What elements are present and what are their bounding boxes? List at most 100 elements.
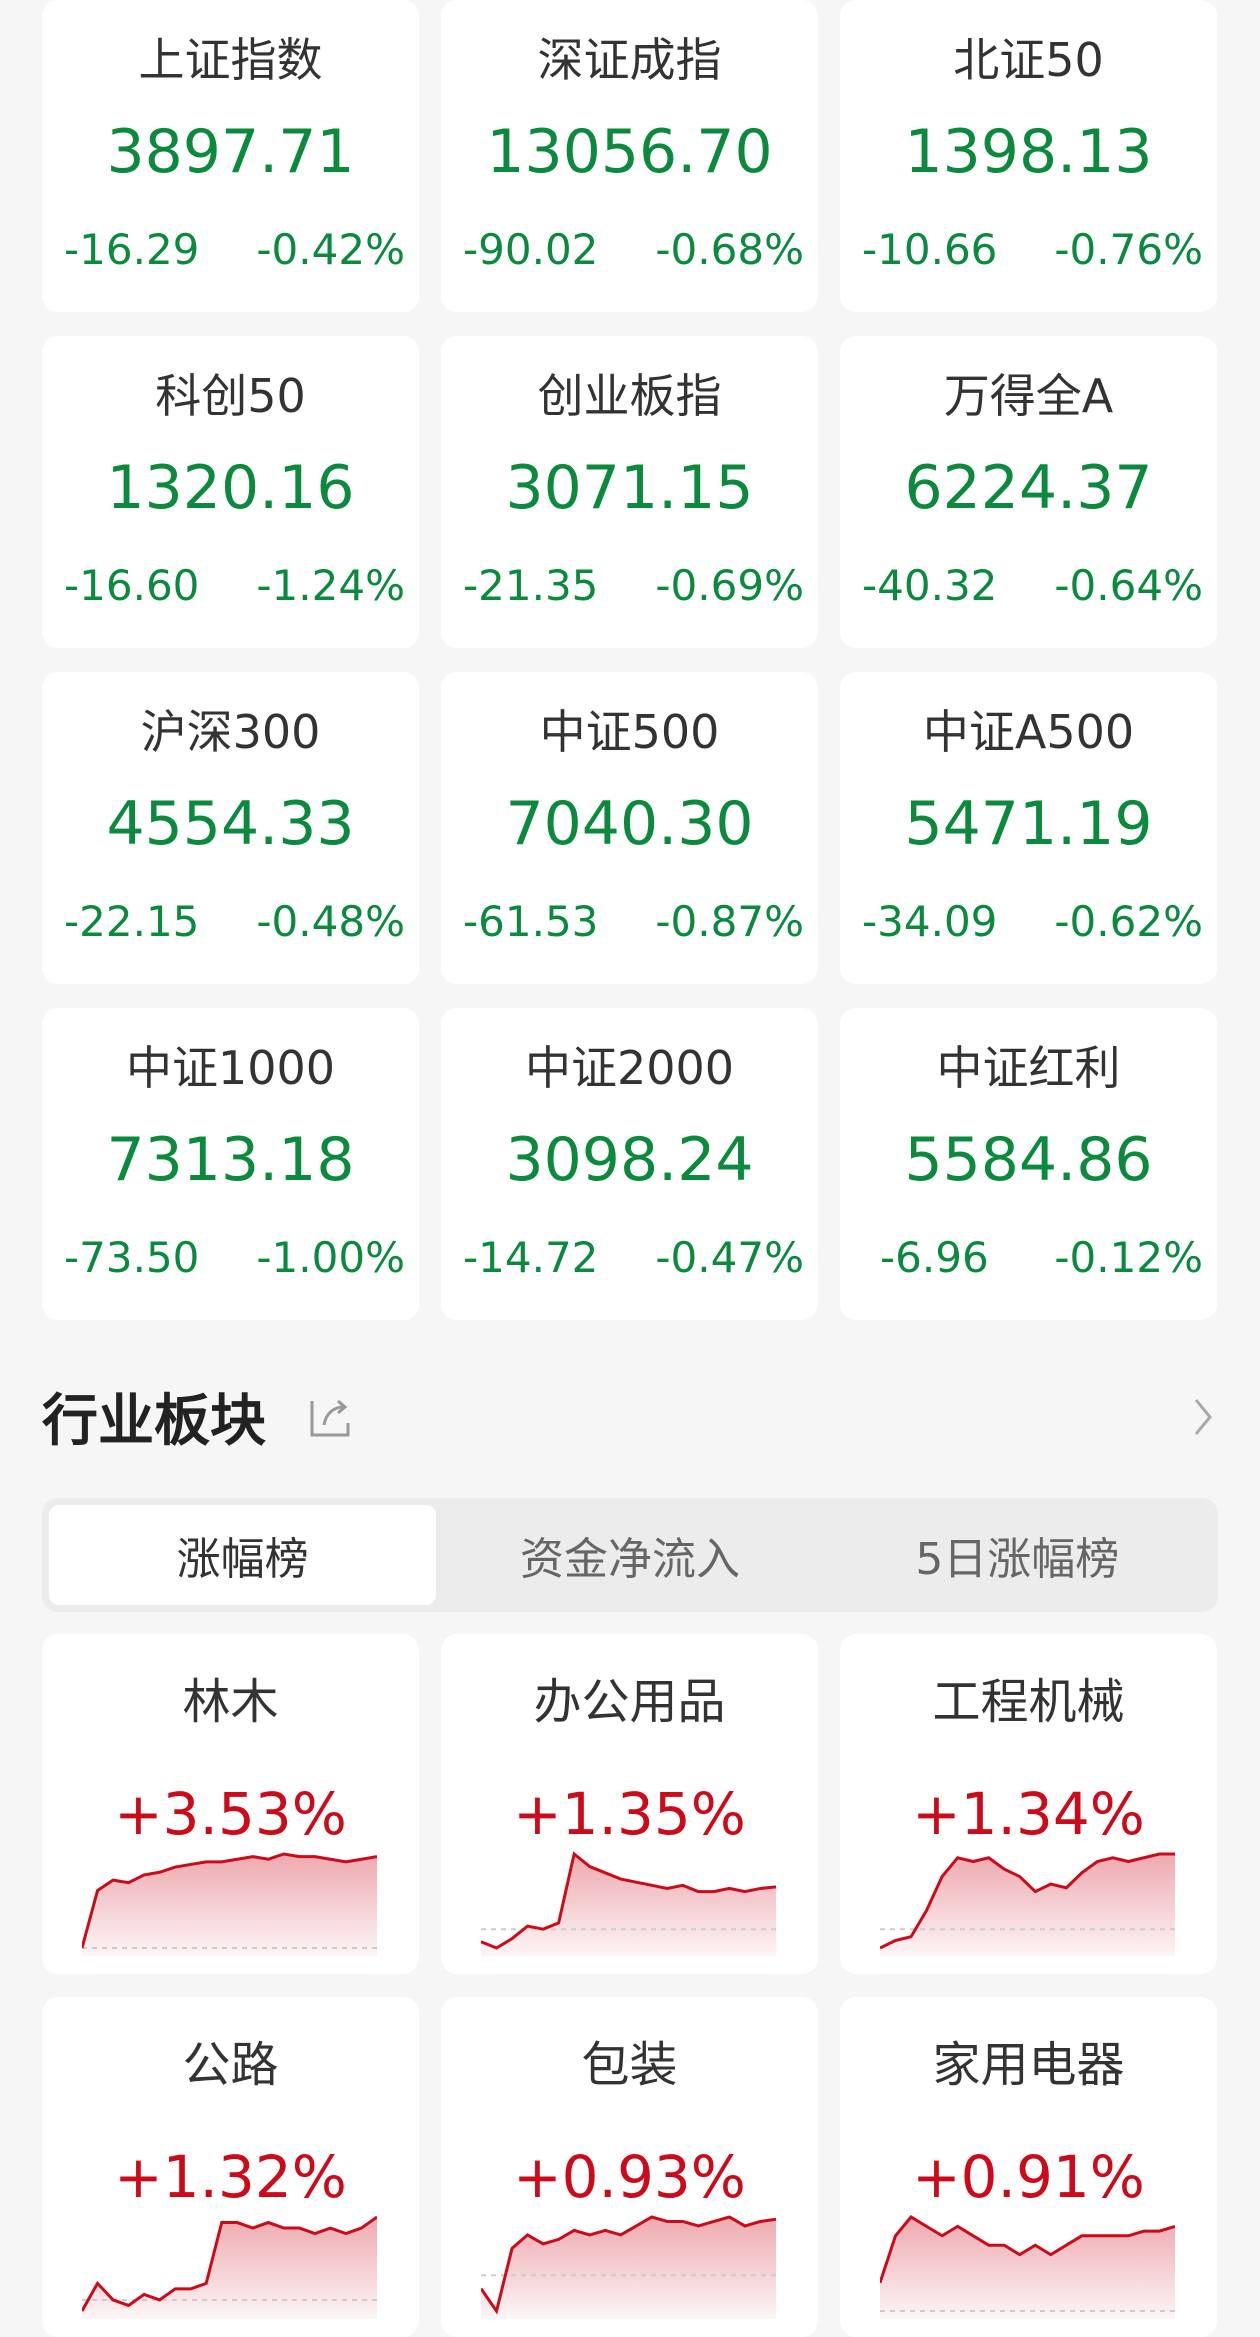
index-change: -6.96: [880, 1233, 989, 1282]
index-name: 中证A500: [922, 705, 1135, 759]
sparkline-line: [481, 1851, 776, 1950]
index-pct: -1.24%: [256, 561, 405, 610]
tab-net-inflow[interactable]: 资金净流入: [519, 1534, 740, 1585]
index-value: 3897.71: [106, 117, 355, 187]
sector-card[interactable]: 家用电器 +0.91%: [840, 1997, 1217, 2337]
index-pct: -0.47%: [655, 1233, 804, 1282]
index-value: 7040.30: [505, 789, 754, 859]
index-card[interactable]: 中证2000 3098.24 -14.72 -0.47%: [441, 1008, 818, 1320]
sector-pct: +1.35%: [513, 1780, 746, 1848]
sector-grid: 林木 +3.53% 办公用品 +1.35% 工程机械 +1.34% 公路 +1.32% …: [42, 1634, 1218, 2337]
index-value: 6224.37: [904, 453, 1153, 523]
sector-sparkline: [880, 2215, 1175, 2319]
sector-name: 公路: [182, 2037, 279, 2093]
index-pct: -0.48%: [256, 897, 405, 946]
sector-sparkline: [880, 1852, 1175, 1956]
index-name: 北证50: [953, 33, 1104, 87]
index-pct: -0.62%: [1054, 897, 1203, 946]
index-card[interactable]: 科创50 1320.16 -16.60 -1.24%: [42, 336, 419, 648]
sector-pct: +0.93%: [513, 2143, 746, 2211]
section-header: 行业板块: [42, 1380, 1218, 1454]
sector-card[interactable]: 工程机械 +1.34%: [840, 1634, 1217, 1974]
index-pct: -0.87%: [655, 897, 804, 946]
sparkline-line: [880, 1852, 1175, 1950]
sector-name: 办公用品: [533, 1674, 726, 1730]
sector-sparkline: [481, 1851, 776, 1956]
index-value: 3098.24: [505, 1125, 754, 1195]
index-value: 13056.70: [486, 117, 773, 187]
sparkline-line: [880, 2215, 1175, 2284]
index-card[interactable]: 中证500 7040.30 -61.53 -0.87%: [441, 672, 818, 984]
sparkline-line: [481, 2215, 776, 2315]
chevron-right-icon[interactable]: [1188, 1394, 1218, 1440]
sector-sparkline: [82, 1852, 377, 1956]
sparkline-area: [82, 1854, 377, 1956]
index-pct: -0.68%: [655, 225, 804, 274]
index-name: 沪深300: [140, 705, 321, 759]
sector-name: 工程机械: [932, 1674, 1125, 1730]
index-card[interactable]: 上证指数 3897.71 -16.29 -0.42%: [42, 0, 419, 312]
index-change: -90.02: [463, 225, 599, 274]
index-change: -34.09: [862, 897, 998, 946]
index-card[interactable]: 沪深300 4554.33 -22.15 -0.48%: [42, 672, 419, 984]
sparkline-line: [82, 1852, 377, 1949]
index-card[interactable]: 万得全A 6224.37 -40.32 -0.64%: [840, 336, 1217, 648]
index-name: 创业板指: [537, 369, 722, 423]
index-name: 中证500: [539, 705, 720, 759]
index-name: 科创50: [155, 369, 306, 423]
index-change: -16.29: [64, 225, 200, 274]
index-card[interactable]: 深证成指 13056.70 -90.02 -0.68%: [441, 0, 818, 312]
sector-card[interactable]: 包装 +0.93%: [441, 1997, 818, 2337]
index-value: 4554.33: [106, 789, 355, 859]
index-card[interactable]: 中证A500 5471.19 -34.09 -0.62%: [840, 672, 1217, 984]
index-name: 上证指数: [138, 33, 323, 87]
index-change: -16.60: [64, 561, 200, 610]
index-change: -14.72: [463, 1233, 599, 1282]
index-grid: 上证指数 3897.71 -16.29 -0.42% 深证成指 13056.70 -90.…: [42, 0, 1218, 1320]
index-change: -10.66: [862, 225, 998, 274]
index-card[interactable]: 中证1000 7313.18 -73.50 -1.00%: [42, 1008, 419, 1320]
index-value: 7313.18: [106, 1125, 355, 1195]
index-name: 深证成指: [537, 33, 722, 87]
share-icon[interactable]: [308, 1393, 354, 1439]
index-pct: -0.69%: [655, 561, 804, 610]
index-change: -40.32: [862, 561, 998, 610]
sector-pct: +3.53%: [114, 1780, 347, 1848]
index-change: -61.53: [463, 897, 599, 946]
index-pct: -1.00%: [256, 1233, 405, 1282]
sparkline-area: [481, 2217, 776, 2319]
sparkline-area: [481, 1854, 776, 1956]
sector-name: 家用电器: [932, 2037, 1125, 2093]
ranking-tabs: 涨幅榜 资金净流入 5日涨幅榜: [42, 1498, 1218, 1612]
tab-5day-gainers[interactable]: 5日涨幅榜: [915, 1534, 1120, 1585]
index-change: -22.15: [64, 897, 200, 946]
index-card[interactable]: 中证红利 5584.86 -6.96 -0.12%: [840, 1008, 1217, 1320]
sector-card[interactable]: 公路 +1.32%: [42, 1997, 419, 2337]
sparkline-area: [880, 2217, 1175, 2319]
sector-card[interactable]: 林木 +3.53%: [42, 1634, 419, 1974]
index-value: 5471.19: [904, 789, 1153, 859]
index-name: 中证1000: [125, 1041, 336, 1095]
index-pct: -0.64%: [1054, 561, 1203, 610]
sector-name: 林木: [182, 1674, 279, 1730]
index-value: 3071.15: [505, 453, 754, 523]
index-card[interactable]: 创业板指 3071.15 -21.35 -0.69%: [441, 336, 818, 648]
index-name: 中证红利: [936, 1041, 1121, 1095]
index-pct: -0.12%: [1054, 1233, 1203, 1282]
index-pct: -0.76%: [1054, 225, 1203, 274]
index-value: 1320.16: [106, 453, 355, 523]
sparkline-area: [880, 1854, 1175, 1956]
index-pct: -0.42%: [256, 225, 405, 274]
sector-pct: +0.91%: [912, 2143, 1145, 2211]
sector-pct: +1.34%: [912, 1780, 1145, 1848]
index-name: 万得全A: [943, 369, 1114, 423]
index-value: 1398.13: [904, 117, 1153, 187]
tab-gainers[interactable]: 涨幅榜: [49, 1505, 437, 1605]
sector-card[interactable]: 办公用品 +1.35%: [441, 1634, 818, 1974]
index-card[interactable]: 北证50 1398.13 -10.66 -0.76%: [840, 0, 1217, 312]
sector-pct: +1.32%: [114, 2143, 347, 2211]
index-change: -21.35: [463, 561, 599, 610]
index-value: 5584.86: [904, 1125, 1153, 1195]
index-name: 中证2000: [524, 1041, 735, 1095]
section-title: 行业板块: [42, 1388, 266, 1454]
